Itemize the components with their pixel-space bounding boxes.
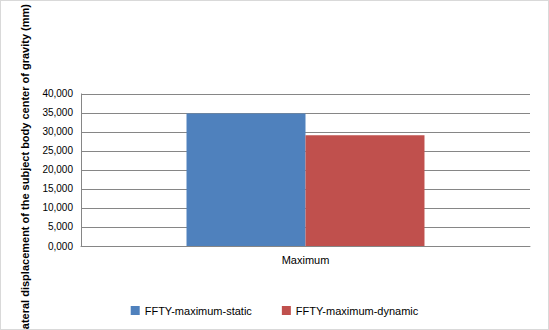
svg-text:40,000: 40,000 <box>42 88 73 99</box>
svg-text:15,000: 15,000 <box>42 183 73 194</box>
svg-text:0,000: 0,000 <box>48 241 73 252</box>
svg-text:FFTY-maximum-static: FFTY-maximum-static <box>145 305 253 317</box>
svg-text:Lateral displacement of the su: Lateral displacement of the subject body… <box>19 4 31 329</box>
svg-text:5,000: 5,000 <box>48 221 73 232</box>
svg-text:FFTY-maximum-dynamic: FFTY-maximum-dynamic <box>296 305 419 317</box>
svg-text:10,000: 10,000 <box>42 202 73 213</box>
svg-text:35,000: 35,000 <box>42 107 73 118</box>
svg-text:30,000: 30,000 <box>42 126 73 137</box>
svg-text:Maximum: Maximum <box>282 254 330 266</box>
svg-text:20,000: 20,000 <box>42 164 73 175</box>
svg-text:25,000: 25,000 <box>42 145 73 156</box>
